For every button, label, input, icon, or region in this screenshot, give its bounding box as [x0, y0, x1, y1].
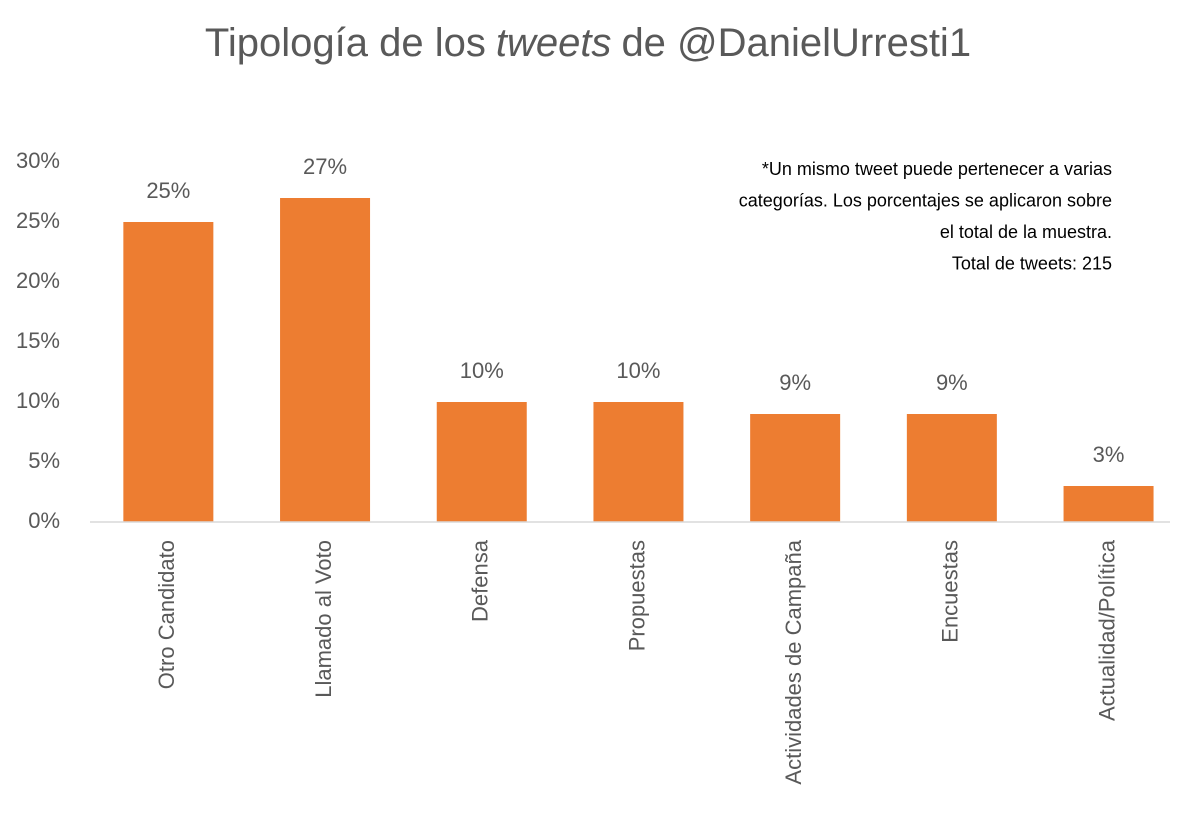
x-tick-label: Actualidad/Política [1094, 539, 1119, 721]
annotation-line: el total de la muestra. [940, 222, 1112, 242]
y-tick-label: 30% [16, 148, 60, 173]
title-part: de @DanielUrresti1 [621, 21, 971, 65]
title-part: tweets [496, 21, 612, 65]
bar [906, 414, 997, 522]
x-tick-label: Encuestas [938, 540, 963, 643]
x-tick-label: Actividades de Campaña [781, 539, 806, 784]
bar [593, 402, 684, 522]
bar [123, 222, 214, 522]
y-tick-label: 0% [28, 508, 60, 533]
y-tick-label: 10% [16, 388, 60, 413]
x-tick-label: Llamado al Voto [311, 540, 336, 698]
annotation-line: Total de tweets: 215 [952, 253, 1112, 273]
value-label: 9% [779, 370, 811, 395]
value-label: 9% [936, 370, 968, 395]
x-tick-label: Defensa [468, 539, 493, 622]
bar [280, 198, 371, 522]
value-label: 27% [303, 154, 347, 179]
y-tick-label: 25% [16, 208, 60, 233]
title-part: Tipología de los [205, 21, 486, 65]
annotation-line: categorías. Los porcentajes se aplicaron… [739, 190, 1112, 210]
value-label: 10% [460, 358, 504, 383]
y-tick-label: 20% [16, 268, 60, 293]
chart-title: Tipología de los tweets de @DanielUrresti1 [205, 21, 971, 65]
x-tick-label: Propuestas [624, 540, 649, 651]
y-tick-label: 5% [28, 448, 60, 473]
bar [436, 402, 527, 522]
value-label: 3% [1093, 442, 1125, 467]
value-label: 10% [616, 358, 660, 383]
annotation-line: *Un mismo tweet puede pertenecer a varia… [762, 159, 1112, 179]
bar [1063, 486, 1154, 522]
bar [750, 414, 841, 522]
x-tick-label: Otro Candidato [154, 540, 179, 689]
value-label: 25% [146, 178, 190, 203]
y-tick-label: 15% [16, 328, 60, 353]
